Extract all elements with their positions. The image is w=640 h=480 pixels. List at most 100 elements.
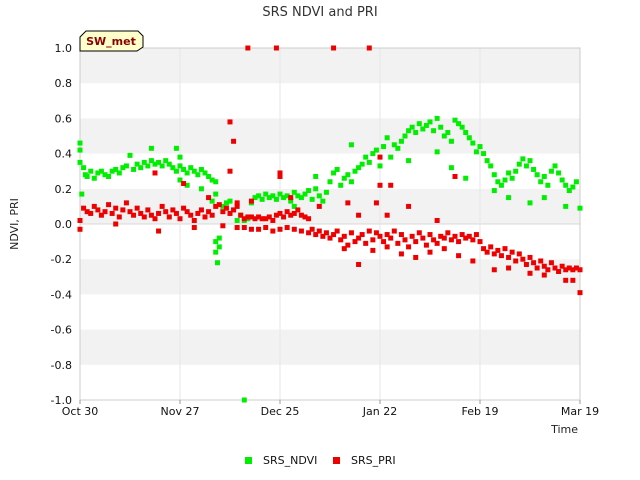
ndvi-point <box>195 172 201 178</box>
pri-point <box>241 216 247 222</box>
ndvi-point <box>213 249 219 255</box>
pri-point <box>188 212 194 218</box>
pri-point <box>256 226 262 232</box>
x-tick-label: Mar 19 <box>561 405 599 418</box>
pri-point <box>377 233 383 239</box>
pri-point <box>127 209 133 215</box>
pri-point <box>563 277 569 283</box>
pri-point <box>573 265 579 271</box>
pri-point <box>341 233 347 239</box>
pri-point <box>498 253 504 259</box>
y-tick-label: -0.8 <box>51 359 72 372</box>
pri-point <box>163 209 169 215</box>
pri-point <box>513 258 519 264</box>
pri-point <box>448 237 454 243</box>
pri-point <box>131 212 137 218</box>
pri-point <box>359 232 365 238</box>
ndvi-point <box>563 182 569 188</box>
pri-point <box>138 210 144 216</box>
pri-point <box>84 209 90 215</box>
pri-point <box>177 216 183 222</box>
ndvi-point <box>95 170 101 176</box>
ndvi-point <box>291 203 297 209</box>
pri-point <box>413 254 419 260</box>
pri-point <box>123 200 129 206</box>
pri-point <box>427 249 433 255</box>
pri-point <box>502 246 508 252</box>
site-tag: SW_met <box>79 30 144 52</box>
ndvi-point <box>398 138 404 144</box>
ndvi-point <box>188 165 194 171</box>
pri-point <box>356 212 362 218</box>
ndvi-point <box>488 163 494 169</box>
ndvi-point <box>213 239 219 245</box>
pri-point <box>120 207 126 213</box>
ndvi-point <box>381 144 387 150</box>
ndvi-point <box>563 203 569 209</box>
ndvi-point <box>209 177 215 183</box>
grid-band <box>80 118 580 154</box>
pri-point <box>284 209 290 215</box>
ndvi-point <box>256 193 262 199</box>
y-tick-label: 0.8 <box>55 77 73 90</box>
ndvi-point <box>513 168 519 174</box>
ndvi-point <box>181 166 187 172</box>
pri-point <box>273 212 279 218</box>
ndvi-point <box>327 179 333 185</box>
pri-point <box>145 207 151 213</box>
ndvi-point <box>541 195 547 201</box>
pri-point <box>113 221 119 227</box>
ndvi-point <box>306 188 312 194</box>
ndvi-point <box>166 161 172 167</box>
pri-point <box>238 212 244 218</box>
pri-point <box>441 235 447 241</box>
pri-point <box>227 119 233 125</box>
ndvi-point <box>81 165 87 171</box>
ndvi-point <box>116 170 122 176</box>
pri-point <box>316 203 322 209</box>
pri-point <box>191 225 197 231</box>
ndvi-point <box>466 135 472 141</box>
ndvi-point <box>309 196 315 202</box>
pri-point <box>223 205 229 211</box>
pri-point <box>331 45 337 51</box>
ndvi-point <box>445 129 451 135</box>
grid-band <box>80 259 580 295</box>
pri-point <box>491 267 497 273</box>
ndvi-point <box>316 193 322 199</box>
pri-point <box>184 209 190 215</box>
ndvi-point <box>216 244 222 250</box>
pri-point <box>316 228 322 234</box>
pri-point <box>277 226 283 232</box>
pri-point <box>291 210 297 216</box>
ndvi-point <box>384 135 390 141</box>
ndvi-point <box>570 184 576 190</box>
ndvi-point <box>77 159 83 165</box>
ndvi-point <box>459 124 465 130</box>
ndvi-point <box>141 159 147 165</box>
pri-point <box>534 265 540 271</box>
pri-point <box>245 214 251 220</box>
ndvi-point <box>348 179 354 185</box>
ndvi-point <box>391 142 397 148</box>
pri-point <box>156 210 162 216</box>
ndvi-point <box>388 154 394 160</box>
pri-point <box>266 214 272 220</box>
pri-point <box>373 200 379 206</box>
y-tick-label: -0.6 <box>51 324 72 337</box>
pri-point <box>366 228 372 234</box>
pri-point <box>388 182 394 188</box>
grid-bands <box>80 48 580 400</box>
ndvi-point <box>441 133 447 139</box>
pri-point <box>570 267 576 273</box>
pri-point <box>348 230 354 236</box>
x-tick-label: Feb 19 <box>462 405 499 418</box>
pri-point <box>459 232 465 238</box>
ndvi-point <box>313 186 319 192</box>
pri-point <box>156 228 162 234</box>
pri-point <box>81 205 87 211</box>
ndvi-point <box>509 175 515 181</box>
ndvi-point <box>534 172 540 178</box>
pri-point <box>495 247 501 253</box>
pri-point <box>434 240 440 246</box>
